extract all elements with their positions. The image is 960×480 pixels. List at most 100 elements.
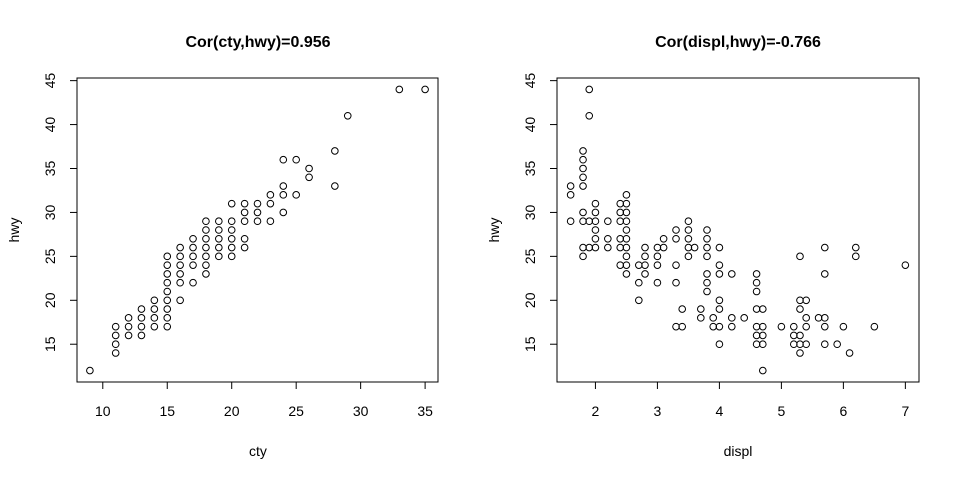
- data-point: [279, 208, 288, 217]
- data-point: [240, 217, 249, 226]
- data-point: [566, 191, 575, 199]
- data-point: [659, 243, 668, 252]
- y-tick-label: 20: [522, 292, 538, 308]
- data-point: [591, 208, 600, 217]
- data-point: [163, 261, 172, 269]
- data-point: [820, 322, 829, 331]
- data-point: [150, 305, 159, 313]
- y-tick-label: 15: [522, 336, 538, 352]
- data-point: [86, 366, 94, 375]
- data-point: [227, 217, 236, 226]
- data-point: [111, 322, 120, 331]
- data-point: [202, 261, 210, 269]
- data-point: [616, 208, 625, 217]
- data-point: [253, 217, 262, 226]
- data-point: [240, 208, 249, 217]
- data-point: [163, 252, 172, 261]
- data-point: [703, 287, 711, 296]
- data-point: [215, 226, 223, 234]
- data-point: [189, 252, 197, 261]
- data-point: [684, 243, 693, 252]
- data-point: [653, 278, 662, 287]
- data-point: [622, 252, 631, 261]
- data-point: [137, 322, 146, 331]
- data-point: [227, 199, 236, 208]
- data-point: [703, 252, 711, 261]
- data-point: [622, 270, 631, 278]
- data-point: [240, 234, 249, 243]
- data-point: [163, 305, 172, 313]
- data-point: [728, 322, 736, 331]
- data-point: [266, 217, 275, 226]
- data-point: [715, 296, 724, 305]
- data-point: [305, 173, 313, 182]
- data-point: [189, 278, 197, 287]
- data-point: [703, 270, 711, 278]
- data-point: [653, 243, 662, 252]
- data-point: [789, 331, 798, 340]
- data-point: [752, 278, 761, 287]
- x-axis: 2 3 4 5 6 7: [592, 381, 909, 419]
- data-point: [163, 322, 172, 331]
- data-point: [802, 314, 810, 322]
- data-point: [833, 340, 841, 349]
- data-point: [585, 85, 594, 94]
- data-point: [279, 191, 288, 199]
- data-point: [227, 252, 236, 261]
- data-point: [641, 270, 649, 278]
- data-point: [124, 314, 133, 322]
- data-point: [279, 155, 288, 164]
- data-point: [715, 243, 724, 252]
- data-point: [796, 349, 804, 357]
- y-tick-label: 15: [42, 336, 58, 352]
- data-point: [579, 208, 587, 217]
- data-point: [163, 287, 172, 296]
- data-point: [585, 217, 594, 226]
- x-tick-label: 25: [288, 403, 304, 419]
- data-point: [901, 261, 910, 269]
- data-point: [215, 252, 223, 261]
- data-point: [111, 349, 120, 357]
- y-tick-label: 35: [42, 161, 58, 177]
- data-point: [622, 226, 631, 234]
- scatter-points: [566, 85, 910, 375]
- data-point: [111, 340, 120, 349]
- data-point: [802, 296, 810, 305]
- y-tick-label: 40: [522, 117, 538, 133]
- data-point: [672, 278, 680, 287]
- data-point: [150, 314, 159, 322]
- data-point: [395, 85, 404, 94]
- data-point: [163, 278, 172, 287]
- data-point: [579, 252, 587, 261]
- plot-box: [556, 77, 920, 383]
- data-point: [227, 226, 236, 234]
- data-point: [616, 234, 625, 243]
- data-point: [635, 278, 643, 287]
- x-tick-label: 4: [716, 403, 724, 419]
- data-point: [820, 314, 829, 322]
- data-point: [715, 261, 724, 269]
- data-point: [622, 261, 631, 269]
- data-point: [215, 234, 223, 243]
- data-point: [820, 243, 829, 252]
- data-point: [758, 331, 767, 340]
- data-point: [150, 296, 159, 305]
- plot-box: [76, 77, 439, 383]
- data-point: [851, 243, 860, 252]
- x-tick-label: 2: [592, 403, 600, 419]
- data-point: [752, 305, 761, 313]
- data-point: [820, 340, 829, 349]
- data-point: [703, 234, 711, 243]
- data-point: [585, 111, 594, 120]
- data-point: [796, 305, 804, 313]
- chart-title: Cor(displ,hwy)=-0.766: [655, 34, 821, 51]
- x-tick-label: 15: [159, 403, 175, 419]
- data-point: [641, 252, 649, 261]
- data-point: [305, 164, 313, 173]
- data-point: [728, 314, 736, 322]
- x-axis: 10 15 20 25 30 35: [95, 381, 433, 419]
- data-point: [635, 261, 643, 269]
- data-point: [796, 340, 804, 349]
- data-point: [137, 305, 146, 313]
